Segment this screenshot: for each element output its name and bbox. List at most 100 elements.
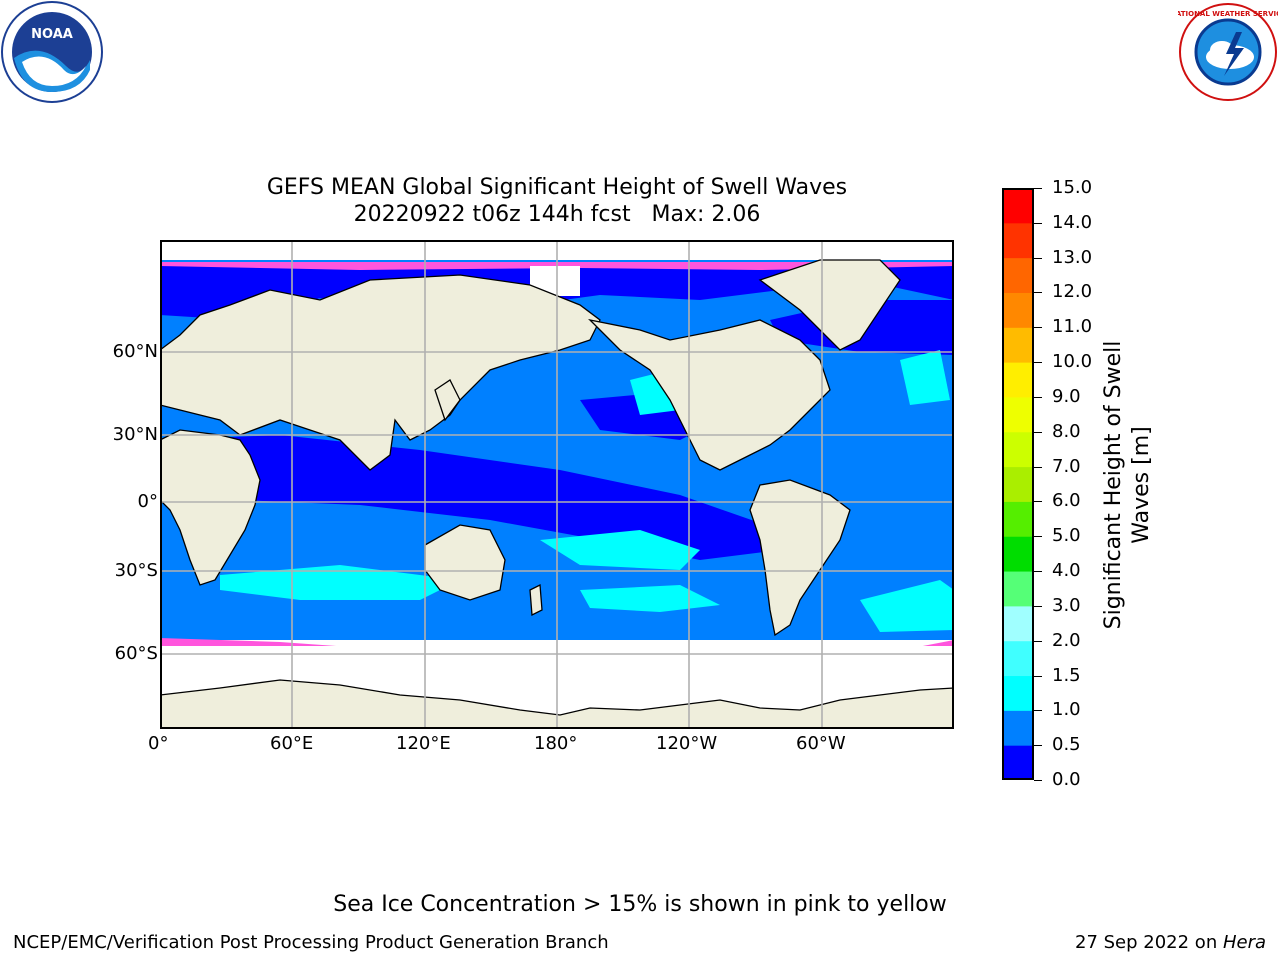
colorbar-swatch (1002, 396, 1034, 433)
land-greenland (758, 259, 901, 351)
land-north-america (588, 318, 831, 471)
colorbar-swatch (1002, 257, 1034, 293)
colorbar-tick-label: 10.0 (1052, 351, 1093, 373)
land-australia (424, 524, 506, 601)
colorbar-frame (1002, 188, 1034, 780)
colorbar-swatch (1002, 501, 1034, 537)
colorbar-tick-label: 0.0 (1052, 769, 1081, 790)
colorbar-swatch (1002, 431, 1034, 468)
colorbar-swatch (1002, 536, 1034, 572)
colorbar-swatch (1002, 466, 1034, 502)
swell-band-south-atlantic (860, 580, 954, 632)
colorbar-swatches (1002, 188, 1034, 781)
colorbar-label-line2: Waves [m] (1129, 426, 1154, 544)
noaa-logo: NOAA (0, 0, 104, 104)
colorbar-tick-mark (1034, 222, 1042, 224)
footer-host: Hera (1222, 932, 1266, 953)
nws-logo: NATIONAL WEATHER SERVICE (1170, 2, 1280, 102)
colorbar-swatch (1002, 362, 1034, 398)
colorbar-tick-label: 9.0 (1052, 385, 1081, 407)
sea-ice-note: Sea Ice Concentration > 15% is shown in … (333, 892, 947, 917)
lat-tick-30n: 30°N (112, 424, 158, 445)
colorbar-swatch (1002, 675, 1034, 711)
colorbar-tick-mark (1034, 431, 1042, 433)
svg-text:NATIONAL WEATHER SERVICE: NATIONAL WEATHER SERVICE (1178, 10, 1278, 18)
land-antarctica (159, 679, 955, 730)
swell-band-pacific-south (580, 585, 720, 612)
colorbar-tick-mark (1034, 362, 1042, 364)
colorbar-tick-label: 14.0 (1052, 211, 1093, 233)
colorbar-tick-label: 0.5 (1052, 734, 1081, 756)
ocean-band-tropics (160, 435, 780, 560)
colorbar-tick-label: 3.0 (1052, 594, 1081, 616)
colorbar-tick-mark (1034, 745, 1042, 747)
colorbar-swatch (1002, 327, 1034, 363)
lat-tick-60n: 60°N (112, 341, 158, 362)
svg-text:NOAA: NOAA (31, 27, 73, 42)
nws-logo-icon: NATIONAL WEATHER SERVICE (1170, 3, 1280, 101)
land-japan (434, 379, 461, 422)
lat-tick-60s: 60°S (114, 643, 158, 664)
colorbar-swatch (1002, 571, 1034, 607)
map-panel (159, 240, 955, 730)
footer-date: 27 Sep 2022 on Hera (1075, 932, 1266, 954)
colorbar-tick-mark (1034, 396, 1042, 398)
swell-band-indian-ocean (220, 565, 460, 600)
colorbar-tick-label: 6.0 (1052, 490, 1081, 512)
footer-date-text: 27 Sep 2022 on (1075, 932, 1223, 953)
swell-band-south-pacific (540, 530, 700, 570)
colorbar-tick-label: 12.0 (1052, 281, 1093, 303)
colorbar-tick-label: 4.0 (1052, 560, 1081, 582)
colorbar-tick-mark (1034, 327, 1042, 329)
swell-height-map (159, 240, 955, 730)
colorbar-tick-mark (1034, 571, 1042, 573)
colorbar-tick-mark (1034, 188, 1042, 189)
map-subtitle: 20220922 t06z 144h fcst Max: 2.06 (353, 202, 761, 227)
colorbar-tick-mark (1034, 605, 1042, 607)
noaa-logo-icon: NOAA (1, 1, 103, 103)
map-frame (160, 240, 954, 729)
colorbar-swatch (1002, 605, 1034, 642)
colorbar-tick-mark (1034, 501, 1042, 503)
colorbar-tick-mark (1034, 780, 1042, 781)
colorbar-tick-mark (1034, 710, 1042, 712)
colorbar-tick-mark (1034, 640, 1042, 642)
colorbar-label-line1: Significant Height of Swell (1101, 340, 1126, 630)
land-new-zealand (529, 583, 543, 617)
colorbar-tick-label: 7.0 (1052, 455, 1081, 477)
colorbar-swatch (1002, 710, 1034, 746)
land-south-america (749, 479, 851, 637)
colorbar-swatch (1002, 292, 1034, 328)
map-title: GEFS MEAN Global Significant Height of S… (266, 175, 848, 200)
map-gridlines (160, 240, 954, 729)
lat-tick-30s: 30°S (114, 560, 158, 581)
colorbar-tick-label: 13.0 (1052, 246, 1093, 268)
lon-tick-60e: 60°E (270, 733, 314, 754)
colorbar-tick-label: 1.0 (1052, 699, 1081, 721)
colorbar-swatch (1002, 640, 1034, 677)
swell-band-north-atlantic (900, 350, 950, 405)
colorbar-tick-label: 15.0 (1052, 177, 1093, 198)
lon-tick-120e: 120°E (396, 733, 451, 754)
colorbar-swatch (1002, 222, 1034, 259)
colorbar-tick-label: 2.0 (1052, 629, 1081, 651)
lon-tick-0: 0° (148, 733, 169, 754)
lon-tick-180: 180° (534, 733, 578, 754)
lon-tick-120w: 120°W (656, 733, 718, 754)
footer-branch: NCEP/EMC/Verification Post Processing Pr… (13, 932, 609, 953)
colorbar-tick-mark (1034, 536, 1042, 538)
colorbar-tick-mark (1034, 466, 1042, 468)
colorbar-tick-label: 5.0 (1052, 525, 1081, 547)
land-masses (159, 259, 955, 730)
lat-tick-0: 0° (137, 491, 158, 512)
colorbar-tick-mark (1034, 257, 1042, 259)
colorbar-swatch (1002, 745, 1034, 781)
colorbar-swatch (1002, 188, 1034, 224)
colorbar-tick-mark (1034, 292, 1042, 294)
land-africa (159, 429, 261, 586)
colorbar-tick-label: 8.0 (1052, 420, 1081, 442)
colorbar-tick-mark (1034, 675, 1042, 677)
colorbar-tick-label: 11.0 (1052, 316, 1093, 338)
colorbar-tick-label: 1.5 (1052, 664, 1081, 686)
colorbar (1002, 188, 1034, 781)
